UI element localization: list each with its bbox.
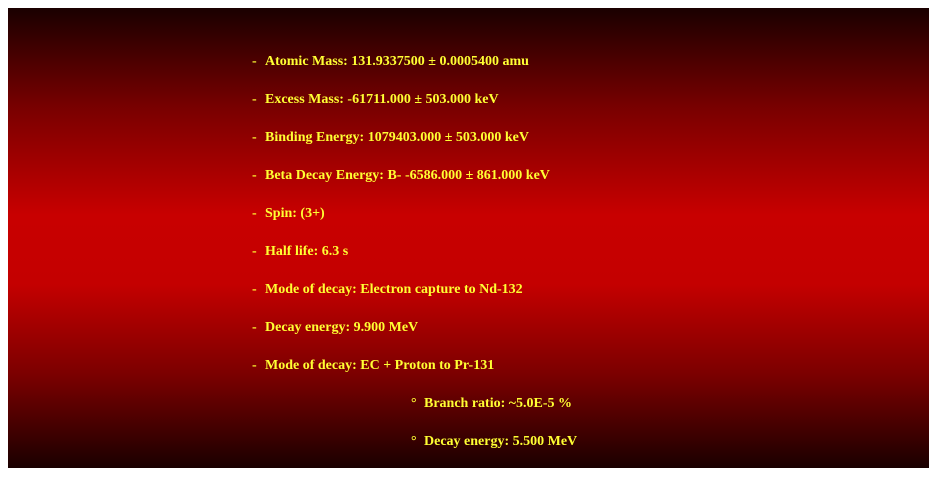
- bullet-dash: -: [252, 358, 257, 373]
- decay-energy-subitem: ° Decay energy: 5.500 MeV: [411, 434, 577, 450]
- decay-energy-item: - Decay energy: 9.900 MeV: [252, 320, 418, 336]
- binding-energy-item: - Binding Energy: 1079403.000 ± 503.000 k…: [252, 130, 529, 146]
- item-text: Half life: 6.3 s: [265, 244, 349, 259]
- atomic-mass-item: - Atomic Mass: 131.9337500 ± 0.0005400 am…: [252, 54, 529, 70]
- branch-ratio-subitem: ° Branch ratio: ~5.0E-5 %: [411, 396, 572, 412]
- bullet-dash: -: [252, 282, 257, 297]
- bullet-dash: -: [252, 92, 257, 107]
- item-text: Spin: (3+): [265, 206, 325, 221]
- item-text: Branch ratio: ~5.0E-5 %: [424, 396, 573, 411]
- item-text: Mode of decay: EC + Proton to Pr-131: [265, 358, 495, 373]
- item-text: Decay energy: 9.900 MeV: [265, 320, 419, 335]
- decay-mode-item: - Mode of decay: EC + Proton to Pr-131: [252, 358, 494, 374]
- half-life-item: - Half life: 6.3 s: [252, 244, 348, 260]
- beta-decay-energy-item: - Beta Decay Energy: B- -6586.000 ± 861.0…: [252, 168, 550, 184]
- bullet-dash: -: [252, 206, 257, 221]
- bullet-dash: -: [252, 244, 257, 259]
- item-text: Atomic Mass: 131.9337500 ± 0.0005400 amu: [265, 54, 529, 69]
- item-text: Binding Energy: 1079403.000 ± 503.000 ke…: [265, 130, 529, 145]
- item-text: Excess Mass: -61711.000 ± 503.000 keV: [265, 92, 499, 107]
- bullet-dash: -: [252, 320, 257, 335]
- item-text: Mode of decay: Electron capture to Nd-13…: [265, 282, 523, 297]
- decay-mode-item: - Mode of decay: Electron capture to Nd-1…: [252, 282, 523, 298]
- bullet-dash: -: [252, 168, 257, 183]
- item-text: Beta Decay Energy: B- -6586.000 ± 861.00…: [265, 168, 550, 183]
- bullet-dash: -: [252, 130, 257, 145]
- bullet-dash: -: [252, 54, 257, 69]
- excess-mass-item: - Excess Mass: -61711.000 ± 503.000 keV: [252, 92, 499, 108]
- spin-item: - Spin: (3+): [252, 206, 325, 222]
- bullet-degree: °: [411, 434, 417, 449]
- bullet-degree: °: [411, 396, 417, 411]
- item-text: Decay energy: 5.500 MeV: [424, 434, 578, 449]
- isotope-info-panel: - Atomic Mass: 131.9337500 ± 0.0005400 am…: [8, 8, 929, 468]
